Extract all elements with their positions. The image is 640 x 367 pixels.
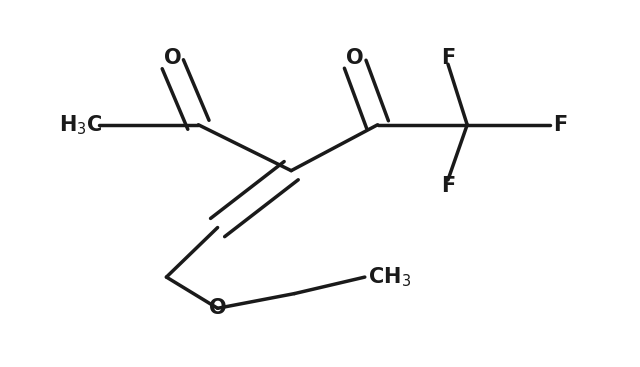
Text: H$_3$C: H$_3$C [59, 113, 102, 137]
Text: O: O [164, 48, 182, 68]
Text: F: F [441, 48, 455, 68]
Text: F: F [554, 115, 568, 135]
Text: CH$_3$: CH$_3$ [368, 265, 411, 289]
Text: O: O [209, 298, 227, 318]
Text: F: F [441, 176, 455, 196]
Text: O: O [346, 48, 364, 68]
